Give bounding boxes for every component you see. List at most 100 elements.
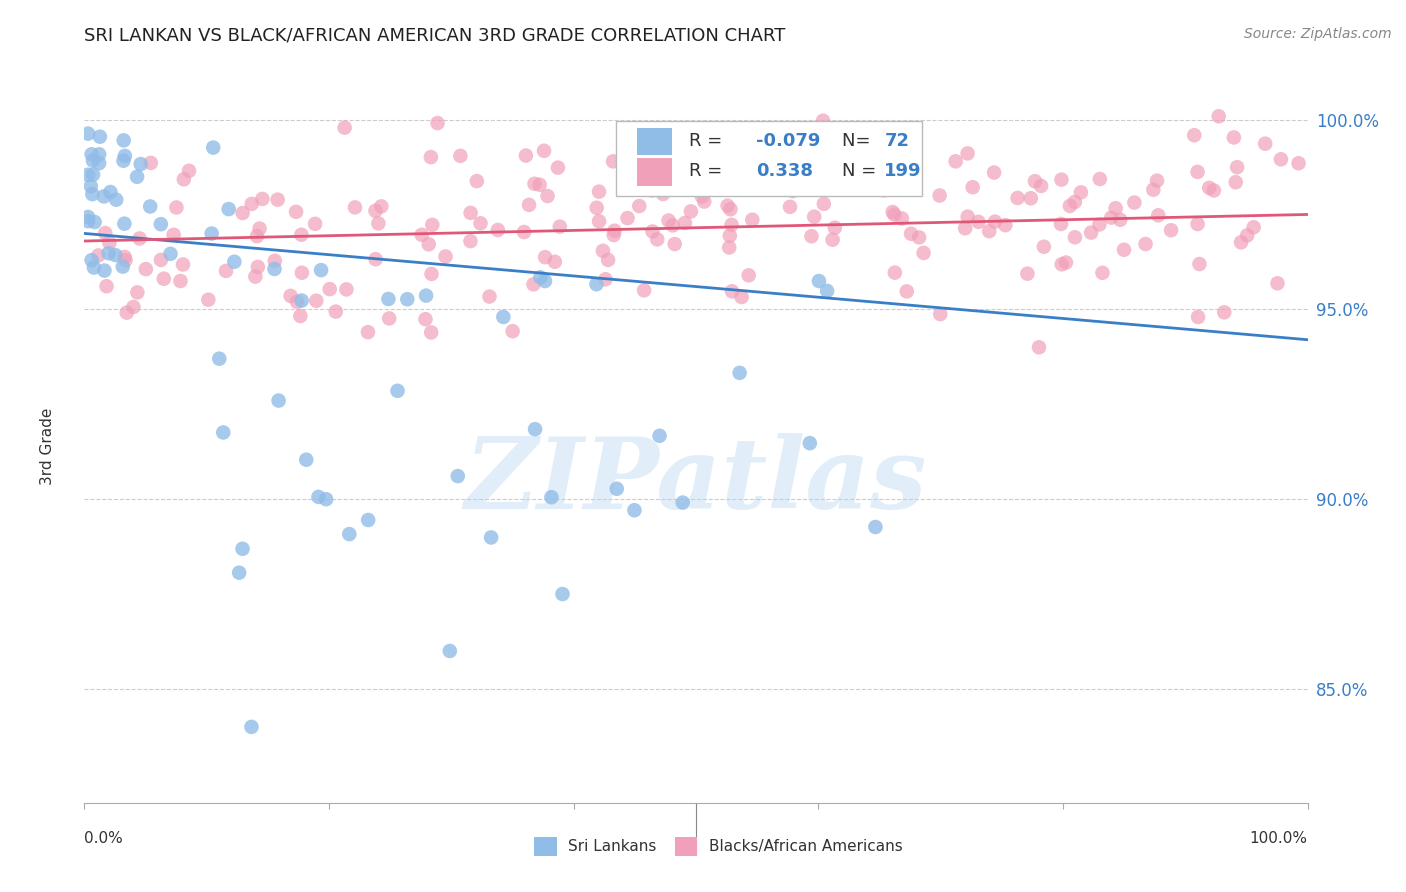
Point xyxy=(693,194,716,209)
Point xyxy=(77,127,100,141)
Point xyxy=(585,277,607,292)
Point xyxy=(883,266,905,280)
Point xyxy=(197,293,219,307)
Point xyxy=(153,271,176,285)
Point xyxy=(411,227,433,242)
Point xyxy=(82,187,104,202)
Point xyxy=(114,250,136,264)
Point xyxy=(1202,184,1225,198)
Point xyxy=(633,283,655,297)
Point xyxy=(738,268,761,283)
Text: 0.338: 0.338 xyxy=(756,162,813,180)
Point xyxy=(460,234,482,248)
Point xyxy=(928,188,950,202)
Point xyxy=(94,226,117,240)
Text: 72: 72 xyxy=(884,132,910,150)
Point xyxy=(177,164,200,178)
Point xyxy=(664,237,686,252)
Point xyxy=(218,202,240,216)
Text: N=: N= xyxy=(842,132,876,150)
Point xyxy=(246,229,269,244)
Point xyxy=(1099,211,1122,225)
Point xyxy=(751,177,773,191)
Point xyxy=(309,263,332,277)
Point xyxy=(460,206,482,220)
Point xyxy=(98,235,121,250)
Point xyxy=(890,211,912,226)
Point xyxy=(77,214,100,228)
Point xyxy=(364,203,387,218)
Point xyxy=(80,253,103,268)
Point xyxy=(333,120,356,135)
Point xyxy=(337,527,360,541)
Point xyxy=(1070,186,1092,200)
Point xyxy=(465,174,488,188)
Point xyxy=(1254,136,1277,151)
Point xyxy=(1142,183,1164,197)
Point xyxy=(1088,172,1111,186)
Point xyxy=(426,116,449,130)
Point xyxy=(967,215,990,229)
Bar xyxy=(637,159,672,186)
Point xyxy=(956,146,979,161)
Point xyxy=(470,216,492,230)
Text: Sri Lankans: Sri Lankans xyxy=(568,839,657,854)
Point xyxy=(1091,266,1114,280)
Point xyxy=(263,261,285,276)
Point xyxy=(228,566,250,580)
Point xyxy=(112,133,135,147)
Point xyxy=(315,492,337,507)
Point xyxy=(903,179,925,194)
Point xyxy=(420,218,443,232)
Point xyxy=(378,311,401,326)
Point xyxy=(529,178,551,192)
Point xyxy=(285,204,308,219)
Point xyxy=(1019,191,1042,205)
Point xyxy=(129,157,152,171)
Point xyxy=(114,149,136,163)
Point xyxy=(1213,305,1236,319)
Point xyxy=(647,171,669,186)
Point xyxy=(623,503,645,517)
Point xyxy=(912,246,935,260)
Point xyxy=(267,393,290,408)
Point xyxy=(319,282,342,296)
Point xyxy=(1007,191,1029,205)
Point xyxy=(96,279,118,293)
Point xyxy=(415,312,437,326)
Point xyxy=(718,240,741,254)
Point xyxy=(853,169,876,184)
Point xyxy=(634,173,657,187)
Point xyxy=(679,204,702,219)
Point xyxy=(716,199,738,213)
Point xyxy=(641,224,664,238)
Point xyxy=(387,384,409,398)
Point xyxy=(89,147,111,161)
Point xyxy=(1032,240,1054,254)
Text: R =: R = xyxy=(689,162,728,180)
Point xyxy=(595,272,617,286)
Point xyxy=(994,218,1017,232)
Point xyxy=(720,218,742,232)
Point xyxy=(1146,173,1168,187)
Point xyxy=(420,267,443,281)
Point xyxy=(661,219,683,233)
Point xyxy=(87,156,110,170)
Point xyxy=(479,531,502,545)
Point xyxy=(1029,178,1052,193)
Point xyxy=(929,307,952,321)
Point xyxy=(1054,255,1077,269)
Point xyxy=(631,130,654,145)
Point xyxy=(212,425,235,440)
Point xyxy=(112,217,135,231)
Point xyxy=(249,221,271,235)
Point xyxy=(77,168,100,182)
Point xyxy=(1059,199,1081,213)
Point xyxy=(172,258,194,272)
Point xyxy=(112,153,135,168)
Point xyxy=(434,250,457,264)
Point xyxy=(304,217,326,231)
Point xyxy=(1112,243,1135,257)
Point xyxy=(127,285,149,300)
Point xyxy=(1147,208,1170,222)
